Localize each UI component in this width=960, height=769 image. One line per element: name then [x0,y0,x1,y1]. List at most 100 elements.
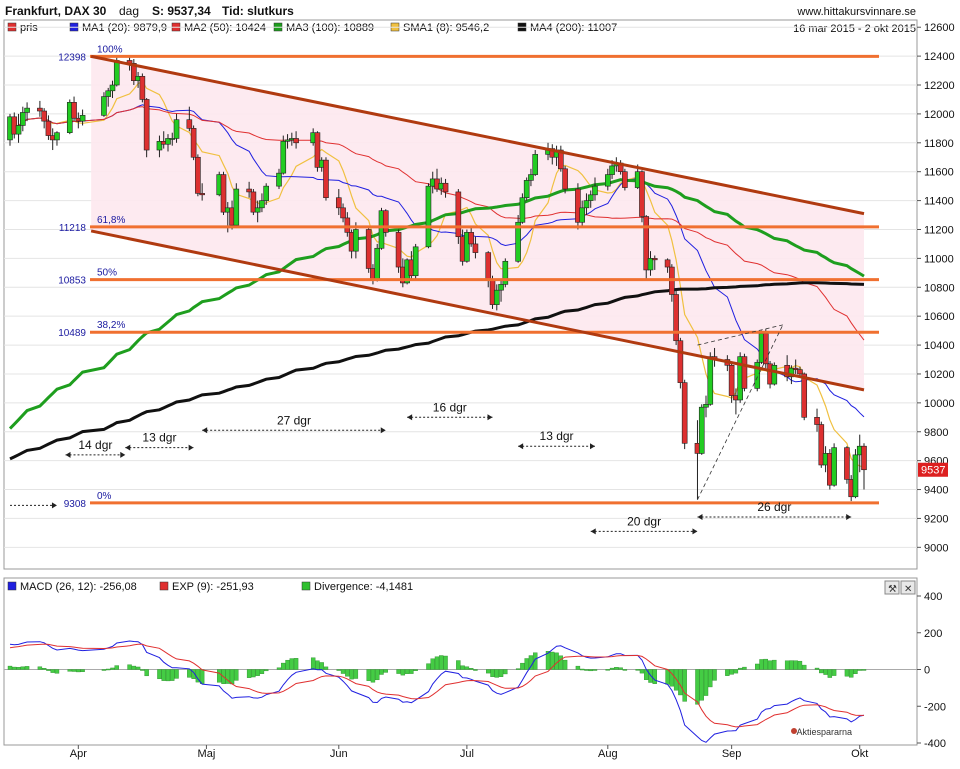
macd-bar-22 [144,669,149,677]
macd-bar-85 [533,652,538,670]
macd-bar-9 [54,669,60,674]
candle-body-17 [113,60,120,86]
macd-bar-133 [823,669,828,675]
macd-legend-label-1: EXP (9): -251,93 [172,581,254,593]
signal-line [9,643,864,728]
interval-arrow-right-4 [589,443,595,450]
fib-pct-0: 100% [97,44,123,55]
macd-bar-18 [127,664,132,670]
macd-bar-80 [503,669,508,675]
candle-25 [165,134,171,152]
candle-36 [233,183,240,229]
macd-bar-100 [622,669,628,671]
close-icon: ✕ [904,584,912,595]
x-tick-label-3: Jul [460,748,474,760]
macd-bar-68 [434,656,440,670]
candle-body-96 [604,174,611,187]
price-tick-label-2: 9400 [924,485,948,497]
fib-pct-4: 0% [97,491,112,502]
macd-bar-93 [584,669,589,671]
macd-bar-132 [819,669,824,674]
macd-bar-95 [592,669,598,671]
macd-bar-32 [217,669,222,683]
candle-120 [741,353,748,392]
interval-label-2: 27 dgr [277,413,311,427]
site-label: www.hittakursvinnare.se [796,6,916,18]
candle-body-129 [797,369,803,375]
watermark-logo-icon [791,728,797,734]
candle-body-60 [382,210,389,233]
macd-bar-54 [349,669,354,680]
candle-body-55 [353,229,359,252]
candle-body-97 [609,165,615,175]
candle-body-84 [528,174,534,181]
macd-bar-60 [383,669,388,673]
macd-bar-74 [468,668,474,670]
candle-body-75 [472,243,479,253]
x-tick-label-4: Aug [598,748,618,760]
price-tick-label-11: 11200 [924,224,954,236]
trend-lines [90,54,865,500]
macd-bar-129 [797,660,803,670]
candle-23 [156,135,163,158]
interval-arrow-right-1 [188,444,194,451]
candle-body-46 [293,138,299,144]
candle-body-103 [643,216,650,271]
candle-121 [754,359,761,392]
price-tick-label-6: 10200 [924,369,955,381]
macd-bar-119 [737,667,743,670]
candle-81 [515,215,521,263]
candle-58 [374,243,381,282]
candle-94 [587,190,594,208]
candle-body-109 [677,340,684,383]
candle-body-13 [79,115,86,122]
macd-bar-107 [669,669,675,687]
candle-body-66 [425,185,432,248]
candle-body-5 [37,107,43,112]
close-panel-icon[interactable] [900,580,916,595]
macd-bar-91 [575,665,581,670]
candle-60 [382,209,389,237]
macd-bar-84 [528,655,534,670]
macd-bar-108 [673,669,679,691]
candle-body-92 [579,207,585,223]
ma200-line [9,281,865,461]
interval-arrow-left-3 [407,414,413,421]
price-tick-label-15: 12000 [924,109,955,121]
candle-131 [814,408,820,432]
candle-body-100 [622,171,628,188]
candle-80 [502,258,509,288]
settings-icon[interactable] [884,580,900,595]
candle-body-26 [169,138,176,140]
macd-bar-12 [76,669,81,673]
macd-bar-89 [558,655,564,670]
candle-15 [105,87,112,107]
candle-body-40 [259,200,265,209]
candle-40 [259,193,265,213]
macd-bar-72 [460,665,465,670]
candle-44 [284,134,291,149]
candle-body-128 [792,367,799,370]
macd-bar-125 [772,659,777,670]
candle-113 [703,395,709,418]
candle-body-31 [199,193,205,196]
candle-body-27 [173,119,180,139]
candle-body-29 [190,128,197,158]
price-tick-label-14: 11800 [924,138,954,150]
macd-bar-81 [515,668,521,670]
price-panel: 12398 100% 11218 61,8% 10853 50% 10489 38,2% 930… [3,19,955,570]
candle-140 [861,443,867,490]
candle-48 [314,131,321,172]
macd-legend-swatch-2 [301,581,311,591]
date-range-label: 16 mar 2015 - 2 okt 2015 [793,23,916,35]
macd-bar-112 [699,669,704,701]
macd-bar-23 [157,669,162,680]
last-price-tag: 9537 [918,462,948,477]
macd-bar-92 [579,668,585,671]
macd-divergence-bars [7,651,867,705]
candle-body-25 [165,138,171,145]
candle-74 [468,226,474,247]
macd-bar-117 [729,669,734,675]
candle-130 [801,372,808,421]
